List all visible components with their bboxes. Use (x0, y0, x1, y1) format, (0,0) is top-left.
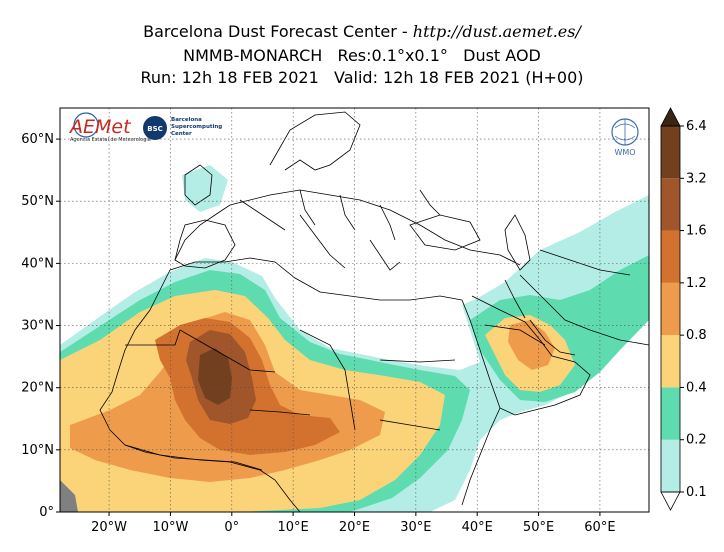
coast-arabia (471, 295, 591, 416)
border-chad-sudan (344, 369, 356, 431)
border-europe-4 (379, 204, 396, 241)
colorbar-label-1: 0.2 (686, 433, 707, 448)
colorbar-segment-2 (661, 335, 680, 388)
lat-tick-label-1: 50°N (21, 194, 54, 209)
border-iran-iraq (504, 279, 526, 319)
border-europe-3 (339, 194, 356, 231)
bsc-logo: BSC Barcelona Supercomputing Center (143, 116, 224, 140)
lat-tick-label-5: 10°N (21, 443, 54, 458)
aod-region-3.2 (198, 348, 232, 405)
bsc-badge-text: BSC (147, 125, 163, 133)
lon-tick-label-2: 0° (224, 520, 239, 535)
coast-europe (174, 189, 521, 266)
colorbar-segment-5 (661, 178, 680, 231)
aod-region-0.1-uk (182, 165, 228, 212)
wmo-text: WMO (614, 148, 635, 157)
title-line-2: NMMB-MONARCH Res:0.1°x0.1° Dust AOD (183, 46, 541, 65)
colorbar-extend-max (660, 107, 681, 127)
border-europe-5 (419, 189, 441, 216)
title-line-1: Barcelona Dust Forecast Center - http://… (0, 22, 724, 42)
bsc-badge-icon (143, 116, 167, 140)
colorbar-label-7: 6.4 (686, 119, 707, 134)
coast-gulf (529, 319, 576, 356)
colorbar-label-5: 1.6 (686, 224, 707, 239)
aemet-subtitle: Agencia Estatal de Meteorología (70, 136, 151, 143)
colorbar-frame (660, 125, 681, 493)
wmo-logo: WMO (611, 118, 639, 157)
coast-iberia (174, 219, 236, 269)
lon-tick-label-4: 20°E (339, 520, 370, 535)
lat-tick-label-2: 40°N (21, 256, 54, 271)
aemet-logo: AEMet Agencia Estatal de Meteorología (68, 112, 151, 143)
lon-tick-label-1: 10°W (152, 520, 188, 535)
lat-tick-label-0: 60°N (21, 132, 54, 147)
coast-caspian (504, 214, 531, 271)
aemet-logo-ring (73, 112, 99, 138)
colorbar: 0.1 0.2 0.4 0.8 1.2 1.6 3.2 6.4 (660, 107, 707, 511)
bsc-name: Barcelona Supercomputing Center (171, 117, 224, 137)
aemet-wordmark: AEMet (68, 116, 132, 138)
lon-tick-label-3: 10°E (278, 520, 309, 535)
border-libya-chad (299, 329, 346, 371)
lon-tick-label-8: 60°E (584, 520, 615, 535)
border-sudan-ss (379, 419, 441, 431)
coast-italy (299, 214, 346, 269)
colorbar-segment-4 (661, 230, 680, 283)
coast-greece (369, 239, 401, 271)
colorbar-label-0: 0.1 (686, 485, 707, 500)
title-url[interactable]: http://dust.aemet.es/ (412, 22, 581, 41)
coast-iran (519, 274, 649, 346)
coast-east-africa (461, 407, 501, 506)
graticule (60, 108, 649, 512)
coast-red-sea (461, 299, 516, 416)
border-egypt-sudan (379, 359, 456, 363)
colorbar-segment-6 (661, 126, 680, 179)
title-text: Barcelona Dust Forecast Center - (143, 22, 413, 41)
colorbar-label-3: 0.8 (686, 328, 707, 343)
colorbar-label-4: 1.2 (686, 276, 707, 291)
colorbar-segment-1 (661, 387, 680, 440)
lon-tick-label-6: 40°E (462, 520, 493, 535)
lon-tick-label-5: 30°E (400, 520, 431, 535)
lon-tick-label-7: 50°E (523, 520, 554, 535)
coast-west-africa (99, 269, 301, 512)
coast-scandinavia (269, 111, 361, 171)
border-central-asia (539, 249, 631, 276)
lat-tick-label-4: 20°N (21, 381, 54, 396)
border-europe-2 (299, 189, 316, 226)
border-europe-1 (239, 199, 286, 231)
colorbar-segment-0 (661, 439, 680, 492)
coast-gulf-guinea (124, 444, 263, 471)
off-domain-region (60, 480, 78, 512)
axis-ticks: 60°N 50°N 40°N 30°N 20°N 10°N 0° 20°W 10°W 0° 10°E… (21, 132, 615, 535)
lon-tick-label-0: 20°W (91, 520, 127, 535)
lat-tick-label-3: 30°N (21, 319, 54, 334)
colorbar-label-2: 0.4 (686, 380, 707, 395)
coastlines (99, 111, 649, 512)
title-line-3: Run: 12h 18 FEB 2021 Valid: 12h 18 FEB 2… (140, 68, 584, 87)
border-algeria-mali (179, 329, 276, 373)
aod-region-0.8-me (508, 320, 555, 370)
border-saudi (484, 324, 546, 346)
border-mauritania (125, 329, 181, 346)
coast-uk (184, 164, 213, 206)
lat-tick-label-6: 0° (39, 505, 54, 520)
colorbar-label-6: 3.2 (686, 171, 707, 186)
wmo-globe-lines (614, 119, 636, 145)
colorbar-segment-3 (661, 282, 680, 336)
colorbar-extend-min (660, 491, 681, 511)
border-niger-nigeria (249, 409, 311, 416)
